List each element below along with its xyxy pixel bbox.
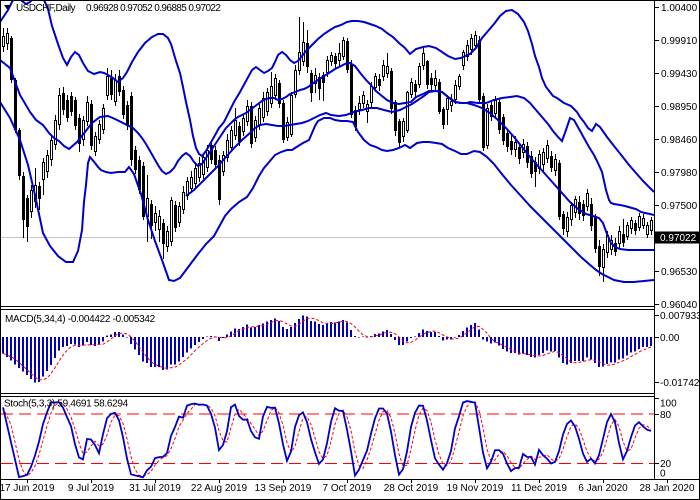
svg-text:31 Jul 2019: 31 Jul 2019 bbox=[129, 483, 181, 494]
svg-text:MACD(5,34,4) -0.004422 -0.0053: MACD(5,34,4) -0.004422 -0.005342 bbox=[5, 314, 156, 325]
svg-text:0.97980: 0.97980 bbox=[661, 168, 698, 179]
svg-text:0.96530: 0.96530 bbox=[661, 267, 698, 278]
svg-text:0.007933: 0.007933 bbox=[660, 311, 700, 322]
svg-text:0.98950: 0.98950 bbox=[661, 102, 698, 113]
svg-text:28 Oct 2019: 28 Oct 2019 bbox=[384, 483, 439, 494]
svg-text:0.00: 0.00 bbox=[660, 333, 680, 344]
svg-text:1.00400: 1.00400 bbox=[661, 3, 698, 14]
svg-text:22 Aug 2019: 22 Aug 2019 bbox=[191, 483, 248, 494]
svg-text:Stoch(5,3,3) 59.4691 58.6294: Stoch(5,3,3) 59.4691 58.6294 bbox=[4, 399, 129, 410]
svg-text:100: 100 bbox=[660, 399, 677, 410]
svg-text:20: 20 bbox=[660, 459, 672, 470]
svg-text:0.98460: 0.98460 bbox=[661, 135, 698, 146]
svg-text:0.97500: 0.97500 bbox=[661, 201, 698, 212]
svg-text:0.99910: 0.99910 bbox=[661, 36, 698, 47]
svg-text:0.99430: 0.99430 bbox=[661, 69, 698, 80]
svg-text:9 Jul 2019: 9 Jul 2019 bbox=[68, 483, 115, 494]
svg-text:11 Dec 2019: 11 Dec 2019 bbox=[511, 483, 567, 494]
svg-text:6 Jan 2020: 6 Jan 2020 bbox=[578, 483, 628, 494]
svg-text:USDCHF,Daily: USDCHF,Daily bbox=[16, 3, 76, 14]
svg-text:0: 0 bbox=[660, 469, 666, 480]
svg-text:19 Nov 2019: 19 Nov 2019 bbox=[447, 483, 504, 494]
svg-text:28 Jan 2020: 28 Jan 2020 bbox=[639, 483, 694, 494]
svg-text:0.96040: 0.96040 bbox=[661, 300, 698, 311]
svg-text:0.96928 0.97052 0.96885 0.9702: 0.96928 0.97052 0.96885 0.97022 bbox=[86, 3, 221, 14]
svg-text:13 Sep 2019: 13 Sep 2019 bbox=[255, 483, 312, 494]
svg-text:17 Jun 2019: 17 Jun 2019 bbox=[0, 483, 55, 494]
svg-text:80: 80 bbox=[660, 410, 672, 421]
svg-text:7 Oct 2019: 7 Oct 2019 bbox=[323, 483, 372, 494]
svg-text:0.97022: 0.97022 bbox=[660, 233, 697, 244]
